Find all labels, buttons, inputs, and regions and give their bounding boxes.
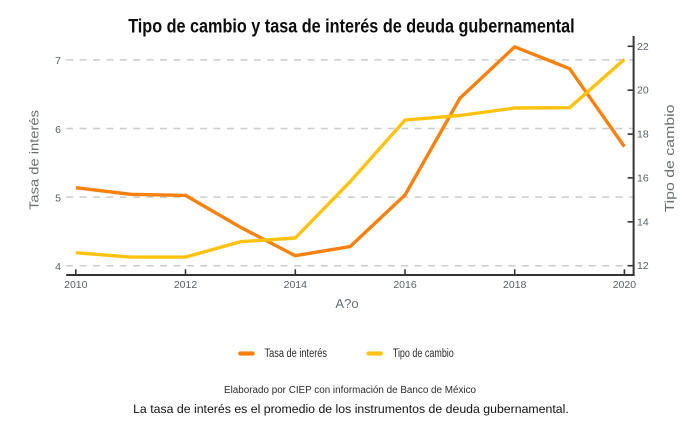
- svg-text:14: 14: [637, 216, 649, 228]
- svg-text:22: 22: [637, 41, 649, 53]
- svg-text:2016: 2016: [393, 279, 417, 291]
- svg-text:20: 20: [637, 85, 649, 97]
- svg-text:A?o: A?o: [335, 296, 358, 311]
- svg-text:12: 12: [637, 260, 649, 272]
- svg-text:Tipo de cambio: Tipo de cambio: [393, 348, 454, 360]
- svg-text:2012: 2012: [174, 279, 198, 291]
- svg-text:7: 7: [55, 55, 61, 67]
- svg-text:Tipo de cambio y tasa de inter: Tipo de cambio y tasa de interés de deud…: [128, 16, 575, 38]
- svg-text:Elaborado por CIEP con informa: Elaborado por CIEP con información de Ba…: [224, 385, 477, 396]
- svg-text:5: 5: [55, 192, 61, 204]
- svg-text:16: 16: [637, 172, 649, 184]
- svg-text:Tipo de cambio: Tipo de cambio: [663, 104, 677, 212]
- svg-text:2010: 2010: [64, 279, 88, 291]
- svg-text:2014: 2014: [284, 279, 308, 291]
- svg-text:2018: 2018: [503, 279, 527, 291]
- svg-text:Tasa de interés: Tasa de interés: [265, 348, 328, 360]
- svg-text:4: 4: [55, 261, 61, 273]
- svg-text:2020: 2020: [613, 279, 637, 291]
- svg-text:18: 18: [637, 129, 649, 141]
- svg-text:La tasa de interés es el prome: La tasa de interés es el promedio de los…: [133, 402, 569, 416]
- svg-text:6: 6: [55, 124, 61, 136]
- svg-text:Tasa de interés: Tasa de interés: [28, 110, 42, 210]
